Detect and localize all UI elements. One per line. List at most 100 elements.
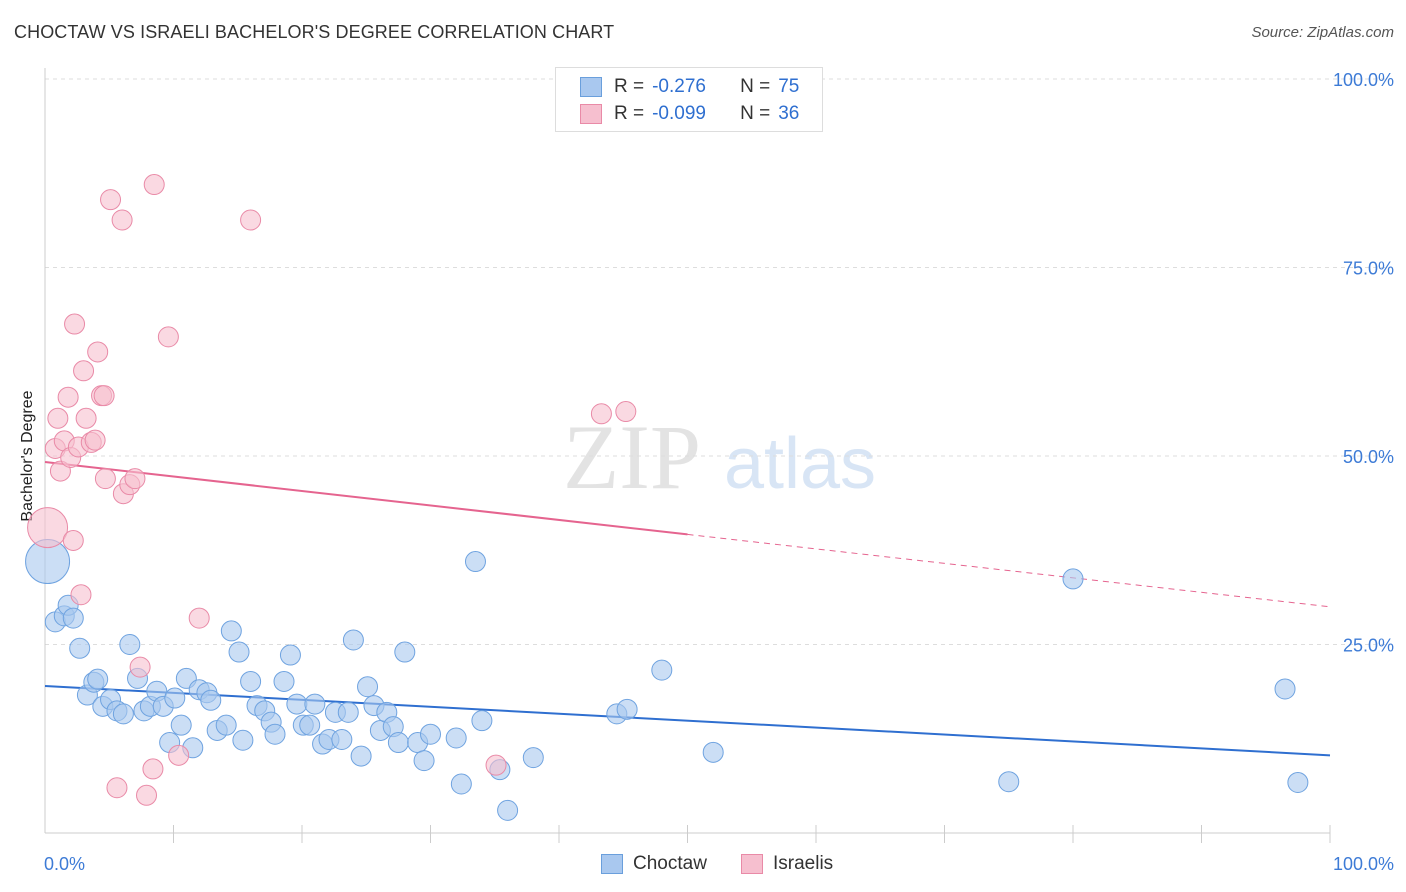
choctaw-point	[331, 729, 353, 751]
israelis-point	[27, 507, 69, 549]
israelis-point	[485, 754, 507, 776]
choctaw-point	[445, 727, 467, 749]
y-tick-label: 75.0%	[1343, 259, 1394, 279]
israelis-legend-swatch	[741, 854, 763, 874]
choctaw-point	[164, 687, 186, 709]
bottom-legend-israelis: Israelis	[741, 851, 833, 877]
choctaw-point	[304, 693, 326, 715]
choctaw-point	[69, 637, 91, 659]
choctaw-point	[464, 551, 486, 573]
israelis-point	[73, 360, 95, 382]
x-tick-label: 0.0%	[44, 854, 85, 874]
choctaw-point	[200, 689, 222, 711]
choctaw-point	[342, 629, 364, 651]
choctaw-legend-swatch	[601, 854, 623, 874]
israelis-point	[136, 784, 158, 806]
watermark-zip: ZIP	[563, 406, 701, 508]
choctaw-point	[1062, 568, 1084, 590]
choctaw-point	[702, 741, 724, 763]
israelis-point	[64, 313, 86, 335]
legend-row-israelis: R = -0.099 N = 36	[580, 101, 799, 127]
israelis-point	[94, 468, 116, 490]
choctaw-point	[279, 644, 301, 666]
y-tick-label: 100.0%	[1333, 70, 1394, 90]
israelis-point	[87, 341, 109, 363]
legend-n-label: N =	[740, 103, 771, 124]
israelis-point	[75, 407, 97, 429]
israelis-point	[106, 777, 128, 799]
legend-r-label: R =	[614, 103, 645, 124]
choctaw-point	[522, 747, 544, 769]
choctaw-point	[170, 714, 192, 736]
israelis-point	[188, 607, 210, 629]
israelis-point	[157, 326, 179, 348]
israelis-point	[615, 401, 637, 423]
bottom-legend-choctaw: Choctaw	[601, 851, 707, 877]
choctaw-legend-label: Choctaw	[633, 853, 707, 874]
choctaw-point	[387, 732, 409, 754]
choctaw-point	[228, 641, 250, 663]
israelis-point	[47, 407, 69, 429]
choctaw-point	[112, 703, 134, 725]
israelis-trend-line	[44, 461, 688, 536]
legend-r-value: -0.099	[652, 103, 706, 124]
israelis-point	[590, 403, 612, 425]
israelis-trend-extension	[687, 533, 1331, 608]
choctaw-swatch	[580, 77, 602, 97]
israelis-point	[240, 209, 262, 231]
source-credit: Source: ZipAtlas.com	[1251, 24, 1394, 41]
israelis-point	[124, 468, 146, 490]
chart-title: CHOCTAW VS ISRAELI BACHELOR'S DEGREE COR…	[14, 22, 615, 42]
choctaw-point	[273, 670, 295, 692]
choctaw-point	[215, 714, 237, 736]
israelis-swatch	[580, 104, 602, 124]
israelis-point	[129, 656, 151, 678]
israelis-point	[111, 209, 133, 231]
y-tick-label: 25.0%	[1343, 636, 1394, 656]
choctaw-point	[232, 729, 254, 751]
choctaw-point	[119, 634, 141, 655]
choctaw-point	[497, 799, 519, 821]
choctaw-point	[264, 723, 286, 745]
israelis-point	[62, 529, 84, 551]
legend-row-choctaw: R = -0.276 N = 75	[580, 74, 799, 100]
choctaw-point	[420, 723, 441, 745]
choctaw-point	[220, 620, 242, 642]
legend-n-label: N =	[740, 76, 771, 97]
choctaw-point	[616, 698, 638, 720]
israelis-point	[93, 385, 115, 407]
choctaw-point	[651, 659, 673, 681]
legend-n-value: 36	[778, 103, 800, 124]
israelis-point	[143, 174, 165, 196]
choctaw-point	[998, 771, 1020, 793]
israelis-point	[100, 189, 122, 211]
choctaw-point	[286, 693, 308, 715]
choctaw-point	[87, 668, 109, 690]
stats-legend: R = -0.276 N = 75 R = -0.099 N = 36	[555, 67, 823, 132]
israelis-point	[84, 429, 106, 451]
choctaw-point	[337, 701, 359, 723]
choctaw-point	[413, 750, 435, 772]
israelis-point	[57, 386, 79, 408]
legend-r-label: R =	[614, 76, 645, 97]
choctaw-point	[299, 714, 321, 736]
choctaw-point	[240, 670, 262, 692]
israelis-point	[70, 584, 92, 606]
israelis-point	[168, 744, 190, 766]
choctaw-point	[471, 710, 493, 732]
x-tick-label: 100.0%	[1333, 854, 1394, 874]
choctaw-point	[357, 676, 379, 698]
watermark-atlas: atlas	[724, 424, 876, 504]
choctaw-point	[1274, 678, 1296, 700]
choctaw-point	[450, 773, 472, 795]
choctaw-point	[1287, 771, 1309, 793]
choctaw-point	[62, 607, 84, 629]
israelis-point	[142, 758, 164, 780]
choctaw-point	[350, 745, 372, 767]
israelis-legend-label: Israelis	[773, 853, 834, 874]
y-tick-label: 50.0%	[1343, 447, 1394, 467]
choctaw-point	[394, 641, 416, 663]
legend-r-value: -0.276	[652, 76, 706, 97]
legend-n-value: 75	[778, 76, 800, 97]
